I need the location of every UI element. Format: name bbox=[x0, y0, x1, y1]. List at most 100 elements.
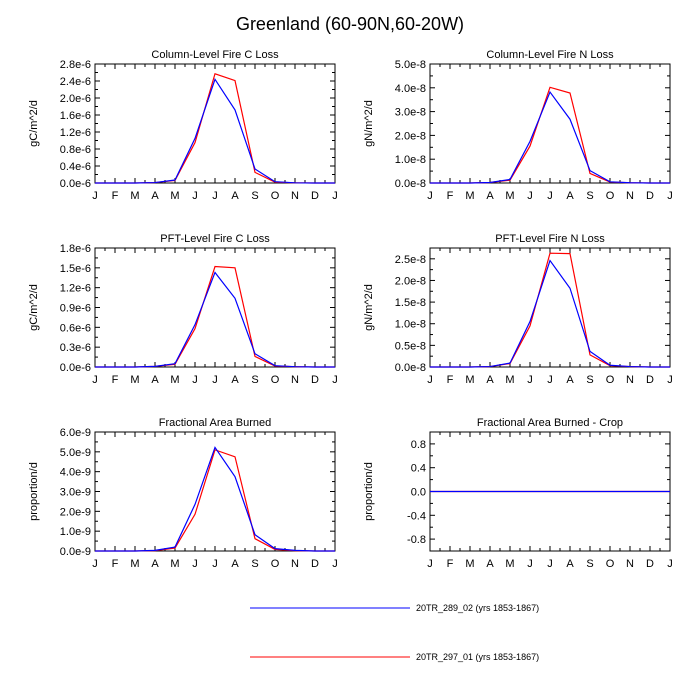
x-tick-label: J bbox=[547, 558, 553, 570]
x-tick-label: F bbox=[447, 374, 454, 386]
legend: 20TR_289_02 (yrs 1853-1867) 20TR_297_01 (… bbox=[250, 603, 539, 662]
y-tick-label: 0.4 bbox=[411, 463, 426, 475]
y-tick-label: 1.0e-8 bbox=[395, 319, 426, 331]
series-line-red bbox=[95, 449, 335, 552]
x-tick-label: N bbox=[626, 190, 634, 202]
y-axis-label: proportion/d bbox=[363, 462, 375, 521]
legend-label-2: 20TR_297_01 (yrs 1853-1867) bbox=[416, 652, 539, 662]
x-tick-label: M bbox=[130, 558, 139, 570]
series-line-blue bbox=[430, 259, 670, 368]
x-tick-label: J bbox=[427, 558, 433, 570]
x-tick-label: M bbox=[130, 190, 139, 202]
series-line-red bbox=[95, 72, 335, 184]
y-axis-label: gN/m^2/d bbox=[363, 100, 375, 147]
y-tick-label: 4.0e-8 bbox=[395, 83, 426, 95]
y-tick-label: 2.5e-8 bbox=[395, 254, 426, 266]
x-tick-label: F bbox=[112, 374, 119, 386]
series-line-blue bbox=[95, 271, 335, 368]
x-tick-label: J bbox=[547, 190, 553, 202]
x-tick-label: S bbox=[586, 558, 593, 570]
panel-title: Column-Level Fire N Loss bbox=[486, 49, 614, 61]
x-tick-label: J bbox=[667, 558, 673, 570]
panel-title: Fractional Area Burned - Crop bbox=[477, 417, 623, 429]
y-tick-label: 0.0e-9 bbox=[60, 546, 91, 558]
x-tick-label: M bbox=[505, 190, 514, 202]
x-tick-label: N bbox=[291, 190, 299, 202]
x-tick-label: J bbox=[332, 190, 338, 202]
y-tick-label: 5.0e-9 bbox=[60, 447, 91, 459]
x-tick-label: A bbox=[231, 190, 239, 202]
x-tick-label: A bbox=[151, 374, 159, 386]
x-tick-label: A bbox=[486, 374, 494, 386]
y-tick-label: 0.3e-6 bbox=[60, 342, 91, 354]
panel-title: PFT-Level Fire N Loss bbox=[495, 233, 605, 245]
y-tick-label: 0.5e-8 bbox=[395, 340, 426, 352]
x-tick-label: D bbox=[646, 374, 654, 386]
series-line-blue bbox=[430, 90, 670, 184]
figure-title: Greenland (60-90N,60-20W) bbox=[236, 14, 464, 34]
y-tick-label: 0.0e-6 bbox=[60, 362, 91, 374]
y-tick-label: 2.0e-8 bbox=[395, 275, 426, 287]
plot-frame bbox=[94, 63, 336, 184]
y-tick-label: 6.0e-9 bbox=[60, 427, 91, 439]
x-tick-label: M bbox=[465, 558, 474, 570]
x-tick-label: A bbox=[486, 190, 494, 202]
x-tick-label: S bbox=[586, 190, 593, 202]
x-tick-label: S bbox=[251, 558, 258, 570]
y-tick-label: 1.8e-6 bbox=[60, 243, 91, 255]
y-tick-label: 1.5e-6 bbox=[60, 263, 91, 275]
x-tick-label: J bbox=[92, 374, 98, 386]
x-tick-label: J bbox=[192, 558, 198, 570]
series-line-red bbox=[430, 86, 670, 184]
x-tick-label: J bbox=[92, 558, 98, 570]
plot-frame bbox=[429, 63, 671, 184]
y-axis-label: gN/m^2/d bbox=[363, 284, 375, 331]
x-tick-label: M bbox=[465, 374, 474, 386]
x-tick-label: D bbox=[311, 190, 319, 202]
x-tick-label: A bbox=[566, 374, 574, 386]
y-tick-label: 0.8e-6 bbox=[60, 144, 91, 156]
x-tick-label: J bbox=[527, 190, 533, 202]
y-tick-label: 2.4e-6 bbox=[60, 76, 91, 88]
y-tick-label: 0.8 bbox=[411, 439, 426, 451]
x-tick-label: J bbox=[527, 374, 533, 386]
y-axis-label: gC/m^2/d bbox=[28, 284, 40, 331]
y-tick-label: 0.6e-6 bbox=[60, 322, 91, 334]
x-tick-label: S bbox=[586, 374, 593, 386]
x-tick-label: J bbox=[667, 374, 673, 386]
panel-title: Column-Level Fire C Loss bbox=[151, 49, 279, 61]
series-line-blue bbox=[95, 77, 335, 184]
x-tick-label: D bbox=[646, 558, 654, 570]
x-tick-label: N bbox=[291, 374, 299, 386]
x-tick-label: M bbox=[505, 374, 514, 386]
y-tick-label: 1.6e-6 bbox=[60, 110, 91, 122]
x-tick-label: A bbox=[566, 558, 574, 570]
x-tick-label: M bbox=[170, 558, 179, 570]
x-tick-label: M bbox=[465, 190, 474, 202]
panel-title: PFT-Level Fire C Loss bbox=[160, 233, 270, 245]
x-tick-label: S bbox=[251, 190, 258, 202]
y-tick-label: -0.8 bbox=[407, 534, 426, 546]
x-tick-label: O bbox=[606, 190, 615, 202]
y-axis-label: gC/m^2/d bbox=[28, 100, 40, 147]
x-tick-label: M bbox=[130, 374, 139, 386]
x-tick-label: F bbox=[447, 558, 454, 570]
x-tick-label: M bbox=[170, 190, 179, 202]
x-tick-label: A bbox=[566, 190, 574, 202]
x-tick-label: M bbox=[505, 558, 514, 570]
x-tick-label: O bbox=[606, 374, 615, 386]
series-line-red bbox=[95, 265, 335, 368]
x-tick-label: J bbox=[212, 374, 218, 386]
x-tick-label: J bbox=[527, 558, 533, 570]
y-tick-label: 2.0e-9 bbox=[60, 506, 91, 518]
legend-label-1: 20TR_289_02 (yrs 1853-1867) bbox=[416, 603, 539, 613]
x-tick-label: D bbox=[311, 558, 319, 570]
y-tick-label: 1.5e-8 bbox=[395, 297, 426, 309]
x-tick-label: M bbox=[170, 374, 179, 386]
y-tick-label: 2.8e-6 bbox=[60, 59, 91, 71]
